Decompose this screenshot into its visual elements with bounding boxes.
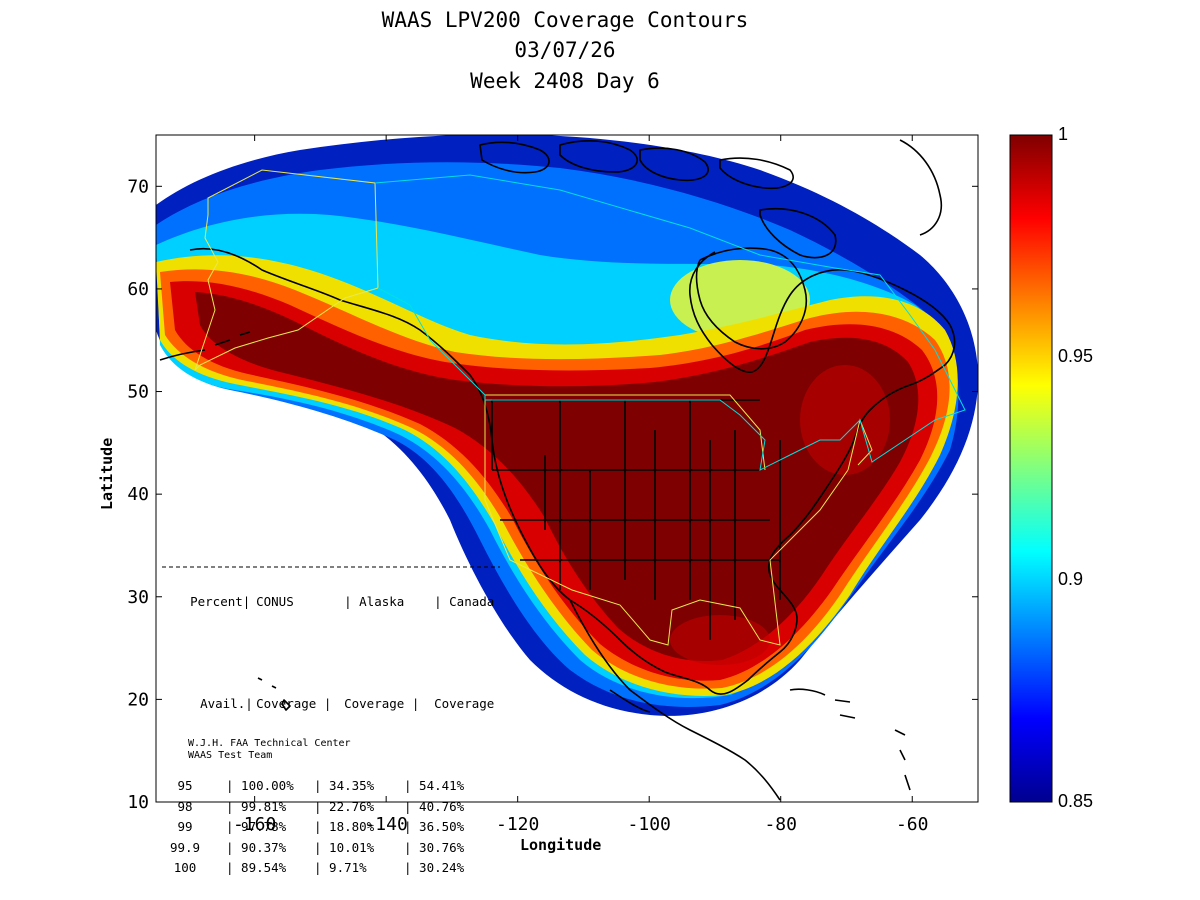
y-tick-label: 40	[127, 484, 149, 505]
colorbar-tick-label: 0.85	[1058, 791, 1094, 811]
x-tick-label: -120	[496, 814, 539, 835]
table-cell: | 34.35%	[314, 778, 375, 793]
x-tick-label: -60	[896, 814, 929, 835]
plot-frame	[155, 134, 979, 803]
table-cell: 98	[177, 798, 193, 814]
map-outlines	[159, 139, 956, 801]
table-row: 95 | 100.00% | 34.35% | 54.41%	[160, 776, 494, 797]
y-axis-ticks: 10 20 30 40 50 60 70	[127, 176, 978, 813]
colorbar-tick-label: 1	[1058, 124, 1069, 144]
alaska-border	[194, 169, 873, 646]
credit: W.J.H. FAA Technical Center WAAS Test Te…	[188, 738, 351, 762]
table-cell: | 9.71%	[314, 860, 367, 875]
table-cell: | 99.81%	[226, 798, 287, 814]
header-alaska: | Alaska	[344, 593, 405, 609]
y-tick-label: 10	[127, 792, 149, 813]
table-cell: | 40.76%	[404, 798, 465, 814]
header-avail: Avail.|	[200, 696, 253, 711]
credit-line-2: WAAS Test Team	[188, 750, 273, 761]
map-date: 03/07/26	[514, 38, 616, 62]
colorbar-tick-label: 0.95	[1058, 346, 1094, 367]
x-tick-label: -100	[628, 814, 671, 835]
table-cell: | 54.41%	[404, 778, 465, 793]
table-row: 99.9 | 90.37% | 10.01% | 30.76%	[160, 838, 494, 859]
colorbar-tick-label: 0.9	[1058, 568, 1084, 589]
table-cell: 95	[177, 778, 193, 793]
table-cell: 100	[173, 860, 197, 875]
y-tick-label: 70	[127, 176, 149, 197]
table-cell: | 36.50%	[404, 819, 465, 834]
x-tick-label: -160	[233, 814, 276, 835]
x-axis-label: Longitude	[520, 836, 602, 854]
table-cell: | 30.24%	[404, 860, 465, 875]
header-conus: CONUS	[256, 593, 294, 609]
header-coverage-alaska: Coverage |	[344, 696, 420, 711]
table-header-row-1: Percent| CONUS | Alaska | Canada	[160, 571, 494, 633]
x-tick-label: -80	[764, 814, 797, 835]
coverage-table-text: Percent| CONUS | Alaska | Canada Avail.| Cov…	[160, 530, 494, 899]
map-title: WAAS LPV200 Coverage Contours	[381, 8, 749, 32]
table-row: 98 | 99.81% | 22.76% | 40.76%	[160, 797, 494, 818]
canada-border	[374, 174, 966, 471]
header-coverage-canada: Coverage	[434, 696, 495, 711]
table-cell: | 89.54%	[226, 860, 287, 875]
table-cell: | 97.78%	[226, 819, 287, 834]
y-tick-label: 30	[127, 587, 149, 608]
table-cell: 99.9	[169, 839, 201, 855]
y-axis-label: Latitude	[98, 437, 116, 510]
table-cell: | 10.01%	[314, 839, 375, 855]
coverage-contours	[156, 135, 978, 716]
table-cell: | 100.00%	[226, 778, 294, 793]
header-canada: | Canada	[434, 593, 495, 609]
credit-line-1: W.J.H. FAA Technical Center	[188, 738, 351, 749]
table-row: 100 | 89.54% | 9.71% | 30.24%	[160, 858, 494, 879]
table-header-row-2: Avail.| Coverage | Coverage | Coverage	[160, 674, 494, 736]
table-cell: 99	[177, 819, 193, 834]
map-week-day: Week 2408 Day 6	[470, 69, 660, 93]
y-tick-label: 50	[127, 382, 149, 403]
header-coverage-conus: Coverage |	[256, 696, 332, 711]
table-cell: | 18.80%	[314, 819, 375, 834]
table-body: 95 | 100.00% | 34.35% | 54.41% 98 | 99.81% | 2…	[160, 776, 494, 879]
header-percent: Percent|	[190, 593, 251, 609]
table-row: 99 | 97.78% | 18.80% | 36.50%	[160, 817, 494, 838]
y-tick-label: 20	[127, 689, 149, 710]
table-cell: | 90.37%	[226, 839, 287, 855]
y-tick-label: 60	[127, 279, 149, 300]
colorbar	[1009, 134, 1053, 803]
table-cell: | 30.76%	[404, 839, 465, 855]
x-axis-ticks: -160 -140 -120 -100 -80 -60	[233, 135, 929, 835]
table-cell: | 22.76%	[314, 798, 375, 814]
x-tick-label: -140	[364, 814, 407, 835]
